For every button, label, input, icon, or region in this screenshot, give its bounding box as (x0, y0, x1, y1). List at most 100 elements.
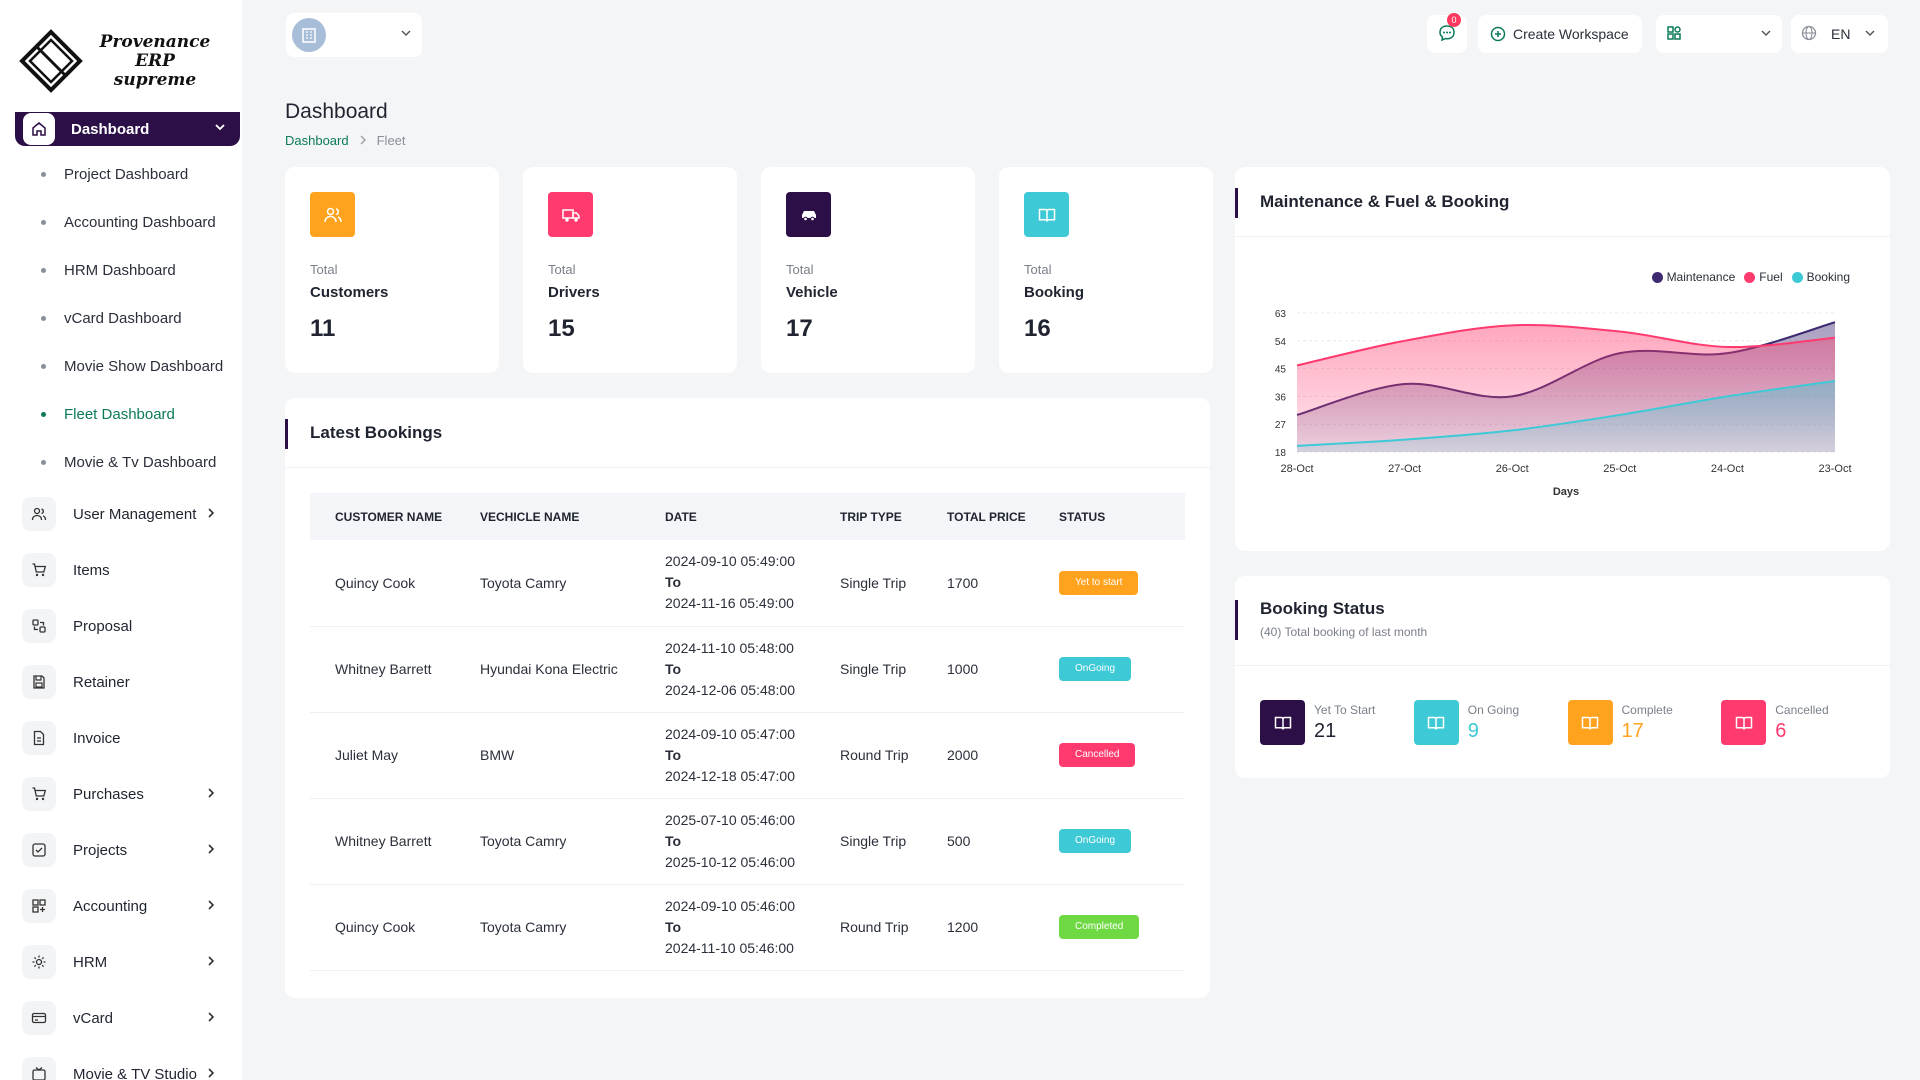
invoice-icon (22, 721, 56, 755)
stat-name: Drivers (548, 284, 600, 301)
series-line-fuel (1296, 324, 1836, 367)
sidebar-menu: User Management Items Proposal Retainer Invo… (0, 486, 242, 1080)
book-icon (1721, 700, 1767, 745)
column-header: VECHICLE NAME (455, 493, 640, 540)
status-text: Yet To Start 21 (1314, 703, 1375, 743)
sidebar-item-label: Purchases (73, 785, 144, 803)
sidebar-subitem-project-dashboard[interactable]: Project Dashboard (0, 150, 242, 198)
sidebar-subitem-label: HRM Dashboard (64, 261, 176, 279)
bullet-icon (41, 171, 46, 177)
sidebar-subitem-vcard-dashboard[interactable]: vCard Dashboard (0, 294, 242, 342)
sidebar-item-dashboard[interactable]: Dashboard (15, 112, 240, 146)
bullet-icon (41, 459, 46, 465)
sidebar-item-retainer[interactable]: Retainer (0, 654, 242, 710)
table-row[interactable]: Whitney Barrett Hyundai Kona Electric 2024… (310, 626, 1185, 713)
page-title: Dashboard (285, 100, 388, 123)
start-date: 2024-09-10 05:47:00 (665, 725, 795, 742)
sidebar-item-label: Accounting (73, 897, 148, 915)
start-date: 2024-11-10 05:48:00 (665, 639, 794, 656)
chat-icon (1438, 24, 1456, 45)
end-date: 2024-11-16 05:49:00 (665, 595, 794, 612)
table-row[interactable]: Quincy Cook Toyota Camry 2024-09-10 05:49:… (310, 540, 1185, 627)
sidebar-subitem-fleet-dashboard[interactable]: Fleet Dashboard (0, 390, 242, 438)
bullet-icon (41, 315, 46, 321)
status-badge: OnGoing (1059, 829, 1132, 853)
sidebar-item-label: vCard (73, 1009, 114, 1027)
users-icon (22, 497, 56, 531)
sidebar-subitem-label: Movie & Tv Dashboard (64, 453, 217, 471)
status-label: On Going (1467, 702, 1520, 717)
total-price: 2000 (922, 712, 1034, 799)
breadcrumb-link-dashboard[interactable]: Dashboard (285, 133, 349, 148)
chevron-right-icon (206, 1066, 216, 1080)
language-dropdown[interactable]: EN (1791, 15, 1888, 53)
start-date: 2024-09-10 05:49:00 (665, 553, 795, 570)
sidebar-item-proposal[interactable]: Proposal (0, 598, 242, 654)
apps-dropdown[interactable] (1656, 15, 1782, 53)
movie-icon (22, 1057, 56, 1080)
sidebar-item-label: Movie & TV Studio (73, 1065, 197, 1080)
status-cell: OnGoing (1034, 798, 1185, 885)
area-booking (1297, 380, 1835, 452)
legend-swatch (1791, 271, 1803, 283)
workspace-select[interactable] (286, 13, 422, 57)
date-separator: To (665, 746, 682, 763)
sidebar-item-invoice[interactable]: Invoice (0, 710, 242, 766)
car-icon (786, 192, 831, 237)
status-label: Yet To Start (1314, 702, 1376, 717)
end-date: 2024-11-10 05:46:00 (665, 939, 794, 956)
book-icon (1260, 700, 1305, 745)
sidebar-item-accounting[interactable]: Accounting (0, 878, 242, 934)
book-icon (1024, 192, 1069, 237)
sidebar-item-movie-tv-studio[interactable]: Movie & TV Studio (0, 1046, 242, 1080)
chevron-right-icon (206, 1010, 216, 1027)
table-row[interactable]: Whitney Barrett Toyota Camry 2025-07-10 05… (310, 798, 1185, 885)
stat-value: 17 (786, 315, 813, 342)
column-header: TOTAL PRICE (922, 493, 1034, 540)
sidebar-subitem-movie-show-dashboard[interactable]: Movie Show Dashboard (0, 342, 242, 390)
legend-item-maintenance[interactable]: Maintenance (1651, 270, 1735, 284)
date-range: 2024-09-10 05:47:00 To 2024-12-18 05:47:00 (640, 712, 815, 799)
maintenance-fuel-booking-card: Maintenance & Fuel & Booking 18 27 36 45 54 6… (1235, 167, 1890, 551)
logo[interactable]: Provenance ERP supreme (18, 26, 228, 96)
create-workspace-button[interactable]: Create Workspace (1478, 15, 1642, 53)
logo-line1: Provenance ERP (99, 31, 211, 71)
vehicle-name: Toyota Camry (455, 540, 640, 627)
sidebar-item-vcard[interactable]: vCard (0, 990, 242, 1046)
customer-name: Whitney Barrett (310, 798, 455, 885)
sidebar-subitem-accounting-dashboard[interactable]: Accounting Dashboard (0, 198, 242, 246)
legend-item-fuel[interactable]: Fuel (1744, 270, 1783, 284)
sidebar-subitem-label: Fleet Dashboard (64, 405, 175, 423)
grid-icon (22, 889, 56, 923)
sidebar-item-hrm[interactable]: HRM (0, 934, 242, 990)
sidebar-item-purchases[interactable]: Purchases (0, 766, 242, 822)
sidebar-item-label: Proposal (73, 617, 133, 635)
sidebar-subitem-hrm-dashboard[interactable]: HRM Dashboard (0, 246, 242, 294)
series-line-booking (1296, 379, 1836, 447)
stat-card-drivers: Total Drivers 15 (523, 167, 737, 373)
booking-status-yet-to-start: Yet To Start 21 (1260, 700, 1414, 745)
customer-name: Whitney Barrett (310, 626, 455, 713)
stat-name: Customers (310, 284, 389, 301)
status-label: Cancelled (1775, 702, 1829, 717)
bullet-icon (41, 267, 46, 273)
status-text: Complete 17 (1622, 703, 1673, 743)
cart-icon (22, 777, 56, 811)
sidebar-item-projects[interactable]: Projects (0, 822, 242, 878)
booking-status-row: Yet To Start 21 On Going 9 Complete 17 Cancell… (1260, 700, 1875, 745)
legend-item-booking[interactable]: Booking (1791, 270, 1850, 284)
status-label: Complete (1621, 702, 1673, 717)
messages-button[interactable]: 0 (1427, 13, 1467, 53)
card-title: Latest Bookings (285, 398, 1210, 468)
y-tick-label: 45 (1275, 365, 1287, 376)
projects-icon (22, 833, 56, 867)
sidebar-subitem-label: Project Dashboard (64, 165, 189, 183)
table-row[interactable]: Quincy Cook Toyota Camry 2024-09-10 05:46:… (310, 884, 1185, 971)
sidebar-item-user-management[interactable]: User Management (0, 486, 242, 542)
sidebar-item-items[interactable]: Items (0, 542, 242, 598)
sidebar-subitem-movie-tv-dashboard[interactable]: Movie & Tv Dashboard (0, 438, 242, 486)
card-header: Booking Status (40) Total booking of las… (1235, 576, 1890, 666)
stat-card-vehicle: Total Vehicle 17 (761, 167, 975, 373)
chevron-right-icon (206, 786, 216, 803)
table-row[interactable]: Juliet May BMW 2024-09-10 05:47:00 To 2024-1… (310, 712, 1185, 799)
